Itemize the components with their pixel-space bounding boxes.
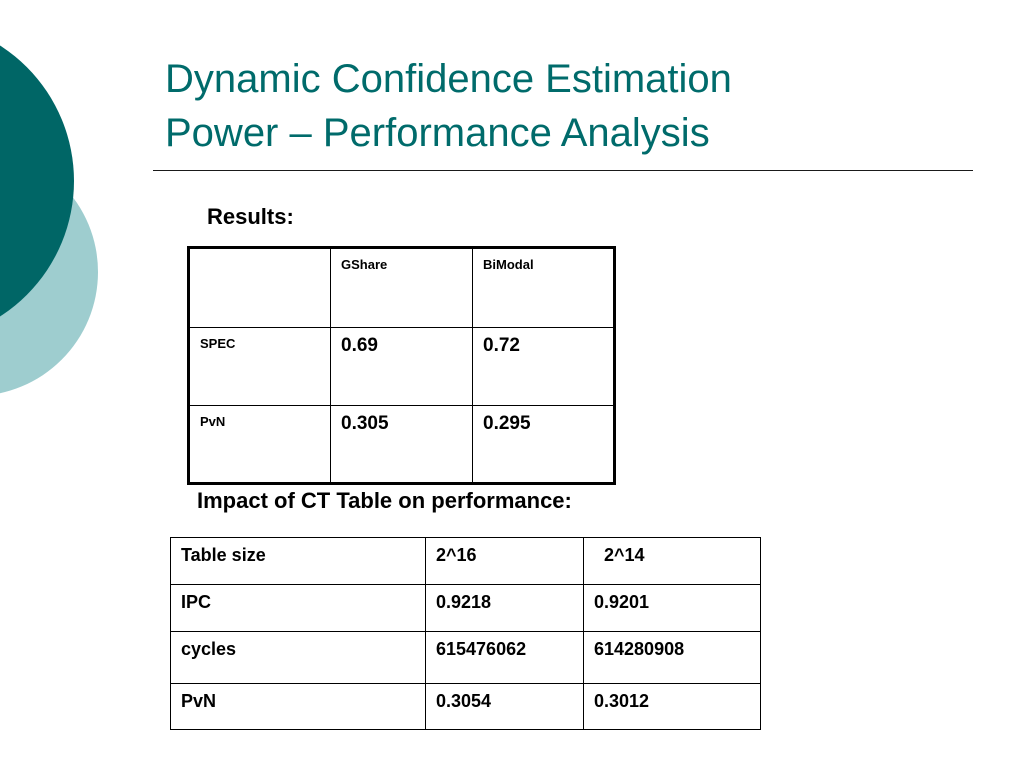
table-row: cycles 615476062 614280908 [170, 631, 761, 684]
results-header-empty [188, 247, 331, 328]
results-header-gshare: GShare [330, 247, 473, 328]
impact-cell-col1: 0.3054 [425, 683, 584, 730]
impact-cell-col1: 0.9218 [425, 584, 584, 632]
impact-row-label: PvN [170, 683, 426, 730]
results-cell-gshare: 0.69 [330, 327, 473, 406]
impact-heading: Impact of CT Table on performance: [197, 488, 572, 513]
results-cell-bimodal: 0.295 [472, 405, 615, 484]
results-heading: Results: [207, 204, 294, 229]
impact-table: Table size 2^16 2^14 IPC 0.9218 0.9201 c… [170, 537, 761, 730]
impact-row-label: cycles [170, 631, 426, 684]
impact-cell-col1: 615476062 [425, 631, 584, 684]
impact-cell-col2: 614280908 [583, 631, 761, 684]
impact-cell-col2: 2^14 [583, 537, 761, 585]
table-row: IPC 0.9218 0.9201 [170, 584, 761, 632]
results-cell-bimodal: 0.72 [472, 327, 615, 406]
table-row: SPEC 0.69 0.72 [188, 327, 615, 406]
table-row: PvN 0.305 0.295 [188, 405, 615, 484]
slide-title: Dynamic Confidence Estimation Power – Pe… [165, 52, 985, 160]
impact-row-label: IPC [170, 584, 426, 632]
results-row-label: SPEC [188, 327, 331, 406]
title-divider [153, 170, 973, 171]
slide-title-line-1: Dynamic Confidence Estimation [165, 57, 732, 101]
impact-cell-col2: 0.3012 [583, 683, 761, 730]
results-row-label: PvN [188, 405, 331, 484]
impact-row-label: Table size [170, 537, 426, 585]
impact-cell-col2: 0.9201 [583, 584, 761, 632]
results-table: GShare BiModal SPEC 0.69 0.72 PvN 0.305 … [187, 246, 616, 485]
results-cell-gshare: 0.305 [330, 405, 473, 484]
results-header-row: GShare BiModal [188, 247, 615, 328]
table-row: Table size 2^16 2^14 [170, 537, 761, 585]
results-header-bimodal: BiModal [472, 247, 615, 328]
slide-title-line-2: Power – Performance Analysis [165, 111, 710, 155]
table-row: PvN 0.3054 0.3012 [170, 683, 761, 730]
impact-cell-col1: 2^16 [425, 537, 584, 585]
